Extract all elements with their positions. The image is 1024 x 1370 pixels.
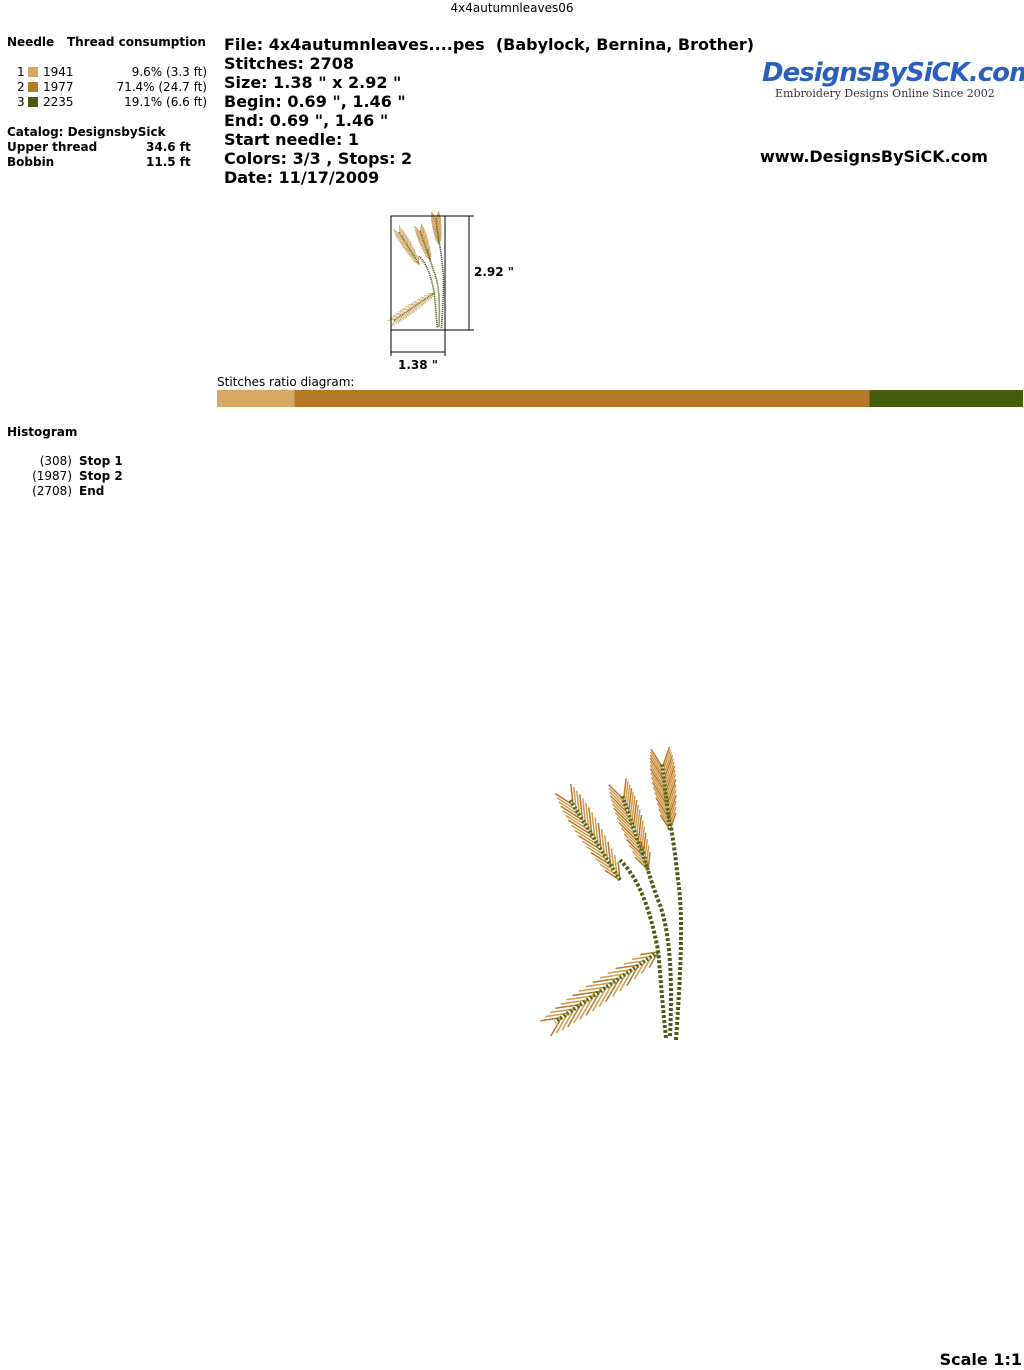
info-line: Begin: 0.69 ", 1.46 " [224,92,406,111]
color-swatch [28,67,38,77]
info-line: End: 0.69 ", 1.46 " [224,111,389,130]
logo: DesignsBySiCK.com [762,58,1024,88]
stop-count: (308) [39,454,72,468]
height-dim: 2.92 " [474,265,515,279]
catalog: Catalog: DesignsbySick [7,125,166,139]
thumb-frame [390,215,446,331]
logo-tagline: Embroidery Designs Online Since 2002 [775,87,995,100]
needle: 2 [17,80,25,94]
total-value: 11.5 ft [146,155,191,169]
info-line: Colors: 3/3 , Stops: 2 [224,149,413,168]
color-swatch [28,82,38,92]
info-line: Date: 11/17/2009 [224,168,380,187]
color-swatch [28,97,38,107]
info-line: Stitches: 2708 [224,54,355,73]
stop-count: (2708) [32,484,72,498]
stop-count: (1987) [32,469,72,483]
thread-code: 1941 [43,65,74,79]
stop-label: End [79,484,105,498]
page-title: 4x4autumnleaves06 [450,1,574,15]
ratio-segment [294,390,870,407]
website: www.DesignsBySiCK.com [760,147,988,166]
info-line: Size: 1.38 " x 2.92 " [224,73,402,92]
histogram-title: Histogram [7,425,78,439]
thread-code: 2235 [43,95,74,109]
stop-label: Stop 2 [79,469,123,483]
consumption: 19.1% (6.6 ft) [124,95,207,109]
ratio-segment [869,390,1023,407]
total-label: Upper thread [7,140,98,154]
thumbnail [386,210,445,329]
total-label: Bobbin [7,155,55,169]
col-header: Thread consumption [67,35,206,49]
width-dim: 1.38 " [398,358,439,372]
scale: Scale 1:1 [939,1350,1022,1369]
col-header: Needle [7,35,55,49]
consumption: 9.6% (3.3 ft) [131,65,207,79]
stop-label: Stop 1 [79,454,123,468]
info-line: Start needle: 1 [224,130,360,149]
needle: 1 [17,65,25,79]
ratio-segment [217,390,295,407]
consumption: 71.4% (24.7 ft) [116,80,207,94]
thread-code: 1977 [43,80,74,94]
large-preview [538,745,684,1042]
needle: 3 [17,95,25,109]
total-value: 34.6 ft [146,140,191,154]
ratio-label: Stitches ratio diagram: [217,375,355,389]
info-line: File: 4x4autumnleaves....pes (Babylock, … [224,35,755,54]
